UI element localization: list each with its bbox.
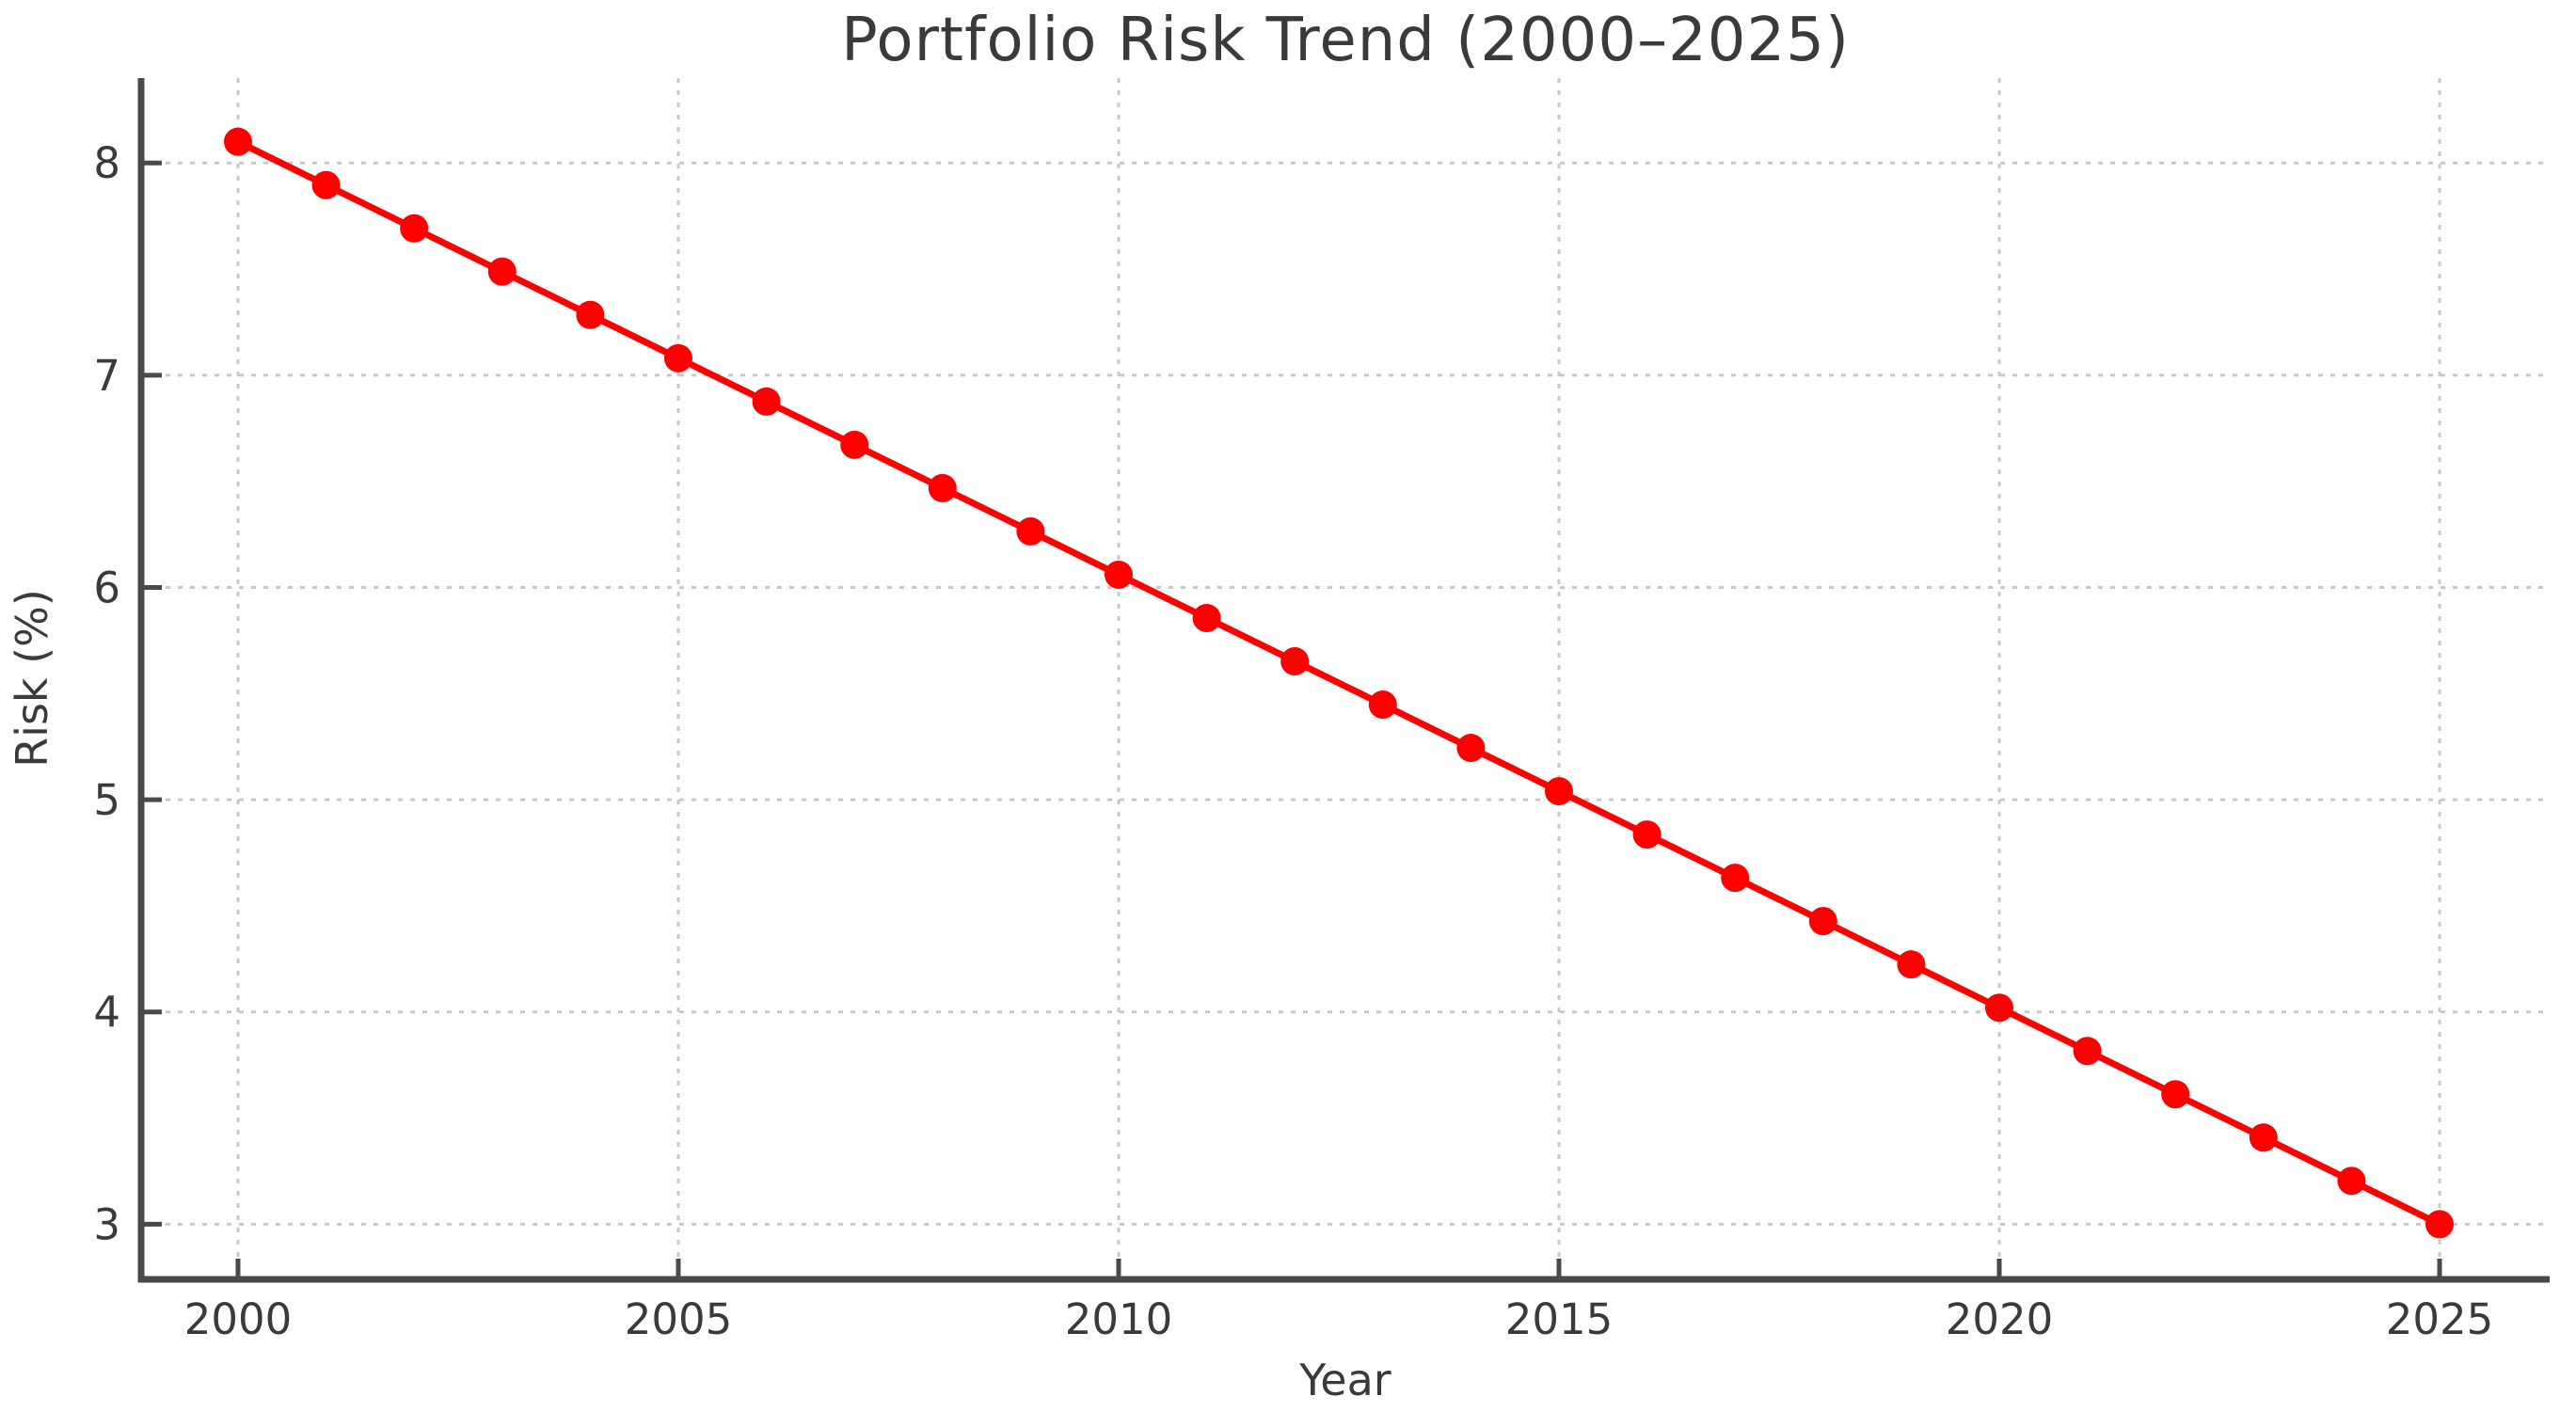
x-tick-label: 2015 [1505, 1294, 1614, 1344]
data-point [2073, 1037, 2102, 1066]
y-tick-label: 8 [93, 138, 120, 188]
x-tick-label: 2010 [1065, 1294, 1173, 1344]
chart-title: Portfolio Risk Trend (2000–2025) [841, 6, 1850, 75]
x-tick-label: 2020 [1946, 1294, 2054, 1344]
data-point [400, 214, 429, 243]
data-point [2161, 1080, 2190, 1109]
data-point [2425, 1210, 2454, 1239]
data-point [928, 473, 957, 502]
x-tick-label: 2025 [2386, 1294, 2494, 1344]
data-point [2337, 1166, 2366, 1196]
data-point [1104, 560, 1133, 589]
data-point [1721, 864, 1750, 893]
data-point [1280, 646, 1310, 675]
data-point [1192, 603, 1221, 632]
y-tick-label: 4 [93, 988, 120, 1038]
data-point [1632, 820, 1662, 849]
risk-trend-line [234, 138, 2443, 1228]
y-tick-label: 7 [93, 351, 120, 401]
y-tick-label: 6 [93, 563, 120, 612]
data-point [1016, 516, 1045, 546]
x-tick-label: 2005 [625, 1294, 733, 1344]
data-point [752, 387, 781, 416]
data-point [1984, 993, 2013, 1023]
x-tick-label: 2000 [184, 1294, 293, 1344]
data-point [576, 300, 605, 329]
data-point [1456, 734, 1486, 763]
y-tick-label: 3 [93, 1199, 120, 1249]
data-point [1808, 907, 1837, 936]
data-point [2249, 1123, 2278, 1152]
data-point [223, 127, 252, 156]
data-point [840, 430, 869, 459]
x-axis-label: Year [1299, 1355, 1391, 1405]
data-point [1897, 950, 1926, 979]
y-tick-label: 5 [93, 775, 120, 825]
data-point [663, 343, 692, 373]
data-point [311, 170, 341, 199]
data-point [1368, 690, 1397, 720]
data-point [487, 257, 517, 286]
data-point [1544, 777, 1573, 806]
